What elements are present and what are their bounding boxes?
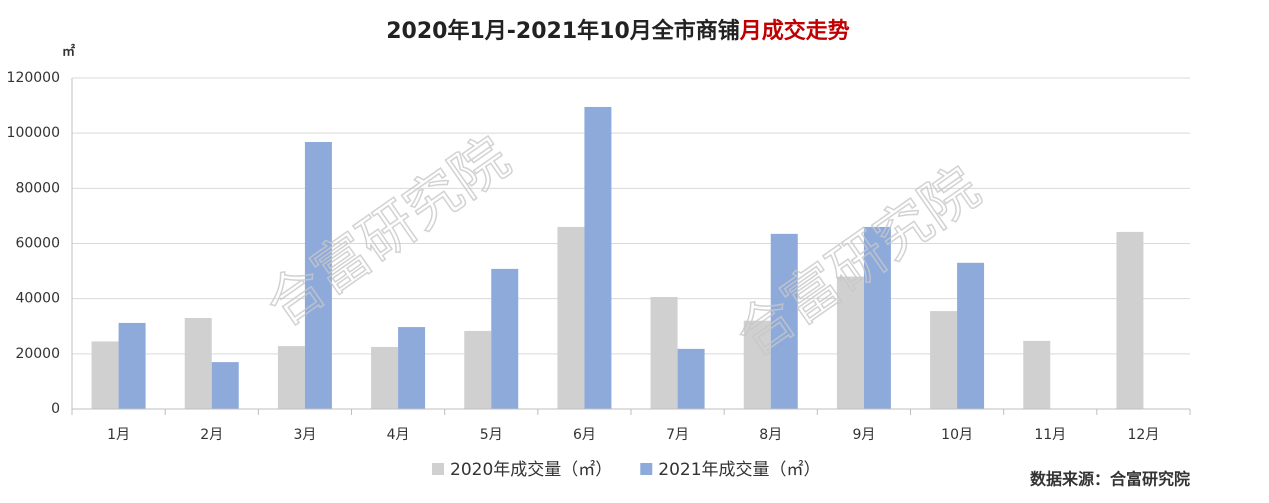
bar	[584, 106, 612, 410]
chart-title: 2020年1月-2021年10月全市商铺月成交走势	[386, 18, 850, 44]
x-tick-label: 5月	[480, 427, 503, 443]
legend-label: 2020年成交量（㎡）	[450, 460, 612, 480]
y-tick-label: 80000	[15, 180, 60, 196]
y-tick-label: 60000	[15, 236, 60, 252]
bar	[650, 297, 678, 409]
bar	[398, 327, 426, 409]
y-tick-label: 120000	[7, 70, 60, 86]
x-tick-label: 6月	[573, 427, 596, 443]
bar	[491, 268, 519, 409]
watermark: 合富研究院	[255, 125, 522, 339]
bar	[557, 226, 585, 409]
title-main: 2020年1月-2021年10月全市商铺	[386, 18, 740, 44]
legend-swatch	[640, 463, 653, 475]
source: 数据来源：合富研究院	[1030, 470, 1190, 489]
y-tick-label: 40000	[15, 291, 60, 307]
legend-swatch	[432, 463, 444, 475]
bar	[836, 276, 864, 409]
y-tick-label: 100000	[7, 125, 60, 141]
bar	[1023, 340, 1051, 409]
y-tick-label: 20000	[15, 346, 60, 362]
bar	[371, 346, 399, 409]
bar	[863, 226, 891, 409]
x-tick-label: 11月	[1034, 427, 1066, 443]
bar	[957, 262, 985, 409]
bar	[184, 317, 212, 409]
bar	[211, 362, 239, 409]
bar	[277, 346, 305, 409]
bar	[118, 322, 146, 409]
y-tick-label: 0	[51, 401, 60, 417]
x-tick-label: 2月	[200, 427, 223, 443]
x-tick-label: 7月	[666, 427, 689, 443]
bar	[743, 320, 771, 409]
x-tick-label: 1月	[107, 427, 130, 443]
bar	[1116, 231, 1144, 409]
x-tick-label: 4月	[387, 427, 410, 443]
bar	[677, 348, 705, 409]
x-tick-label: 12月	[1128, 427, 1160, 443]
x-tick-label: 8月	[759, 427, 782, 443]
bar	[464, 330, 492, 409]
bar	[91, 341, 119, 409]
x-tick-label: 3月	[293, 427, 316, 443]
y-unit: ㎡	[62, 44, 75, 60]
x-tick-label: 9月	[852, 427, 875, 443]
bar	[930, 311, 958, 409]
title-highlight: 月成交走势	[739, 18, 850, 44]
bar	[304, 141, 332, 409]
legend-label: 2021年成交量（㎡）	[658, 460, 820, 480]
x-tick-label: 10月	[941, 427, 973, 443]
bar	[770, 233, 798, 409]
